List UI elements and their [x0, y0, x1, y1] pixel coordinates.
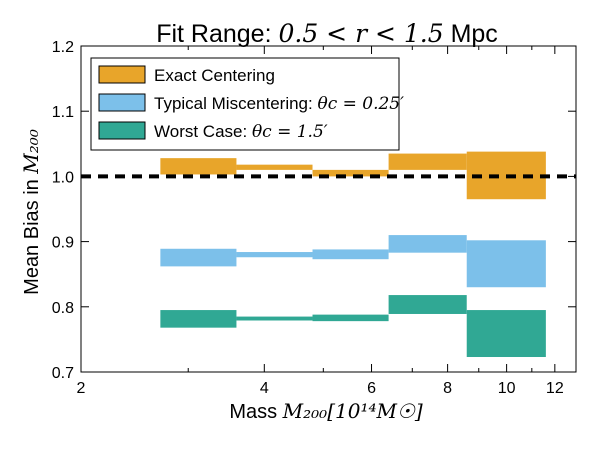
series-band-3: [160, 295, 546, 358]
band-bin: [312, 314, 389, 322]
plot-area: 2 4 6 8 10 12 0.7 0.8 0.9 1.0 1.1 1.2: [52, 39, 577, 397]
y-tick-label: 1.2: [52, 39, 74, 56]
band-bin: [312, 169, 389, 177]
x-axis-label: Mass M₂₀₀[10¹⁴M☉]: [229, 399, 423, 423]
y-axis-label: Mean Bias in M₂₀₀: [19, 129, 43, 295]
band-bin: [388, 153, 467, 170]
x-tick-label: 2: [77, 380, 86, 397]
band-bin: [160, 158, 237, 175]
band-bin: [236, 316, 313, 321]
band-bin: [388, 295, 467, 314]
y-tick-label: 1.1: [52, 104, 74, 121]
x-tick-label: 8: [443, 380, 452, 397]
y-axis: 0.7 0.8 0.9 1.0 1.1 1.2: [52, 39, 576, 382]
y-axis-label-math: M₂₀₀: [19, 129, 43, 175]
legend-label-math: θc = 1.5′: [252, 122, 328, 142]
x-tick-label: 12: [546, 380, 564, 397]
legend-swatch: [98, 93, 146, 112]
legend-entry: Worst Case: θc = 1.5′: [98, 121, 328, 142]
band-bin: [236, 164, 313, 170]
x-axis-label-math: M₂₀₀[10¹⁴M☉]: [282, 399, 423, 423]
series-band-2: [160, 235, 546, 288]
x-tick-label: 4: [260, 380, 269, 397]
legend-label-text: Exact Centering: [154, 66, 275, 85]
legend-label: Exact Centering: [154, 66, 275, 85]
chart-title-text: Fit Range:: [156, 20, 278, 48]
legend-label-math: θc = 0.25′: [317, 94, 404, 114]
legend-label: Worst Case: θc = 1.5′: [154, 122, 328, 142]
legend-label-text: Worst Case:: [154, 122, 252, 141]
band-bin: [236, 252, 313, 258]
x-tick-label: 6: [367, 380, 376, 397]
chart-title-suffix: Mpc: [444, 20, 498, 48]
chart-title-math: 0.5 < r < 1.5: [278, 19, 443, 48]
legend-swatch: [98, 121, 146, 140]
plot-frame: [80, 45, 577, 373]
y-tick-label: 0.9: [52, 235, 74, 252]
legend-label: Typical Miscentering: θc = 0.25′: [154, 94, 404, 114]
band-bin: [160, 310, 237, 328]
chart-title: Fit Range: 0.5 < r < 1.5 Mpc: [156, 19, 498, 48]
band-bin: [388, 235, 467, 253]
band-bin: [466, 240, 546, 288]
legend-swatch: [98, 65, 146, 84]
band-bin: [466, 310, 546, 358]
legend-entry: Exact Centering: [98, 65, 275, 85]
band-bin: [312, 249, 389, 260]
y-tick-label: 1.0: [52, 169, 74, 186]
x-tick-label: 10: [498, 380, 516, 397]
band-bin: [160, 248, 237, 267]
y-axis-label-text: Mean Bias in: [21, 174, 43, 295]
y-tick-label: 0.7: [52, 365, 74, 382]
y-tick-label: 0.8: [52, 300, 74, 317]
x-axis: 2 4 6 8 10 12: [77, 46, 564, 397]
x-axis-label-text: Mass: [229, 401, 282, 423]
legend: Exact Centering Typical Miscentering: θc …: [90, 57, 404, 151]
legend-entry: Typical Miscentering: θc = 0.25′: [98, 93, 404, 114]
legend-label-text: Typical Miscentering:: [154, 94, 317, 113]
